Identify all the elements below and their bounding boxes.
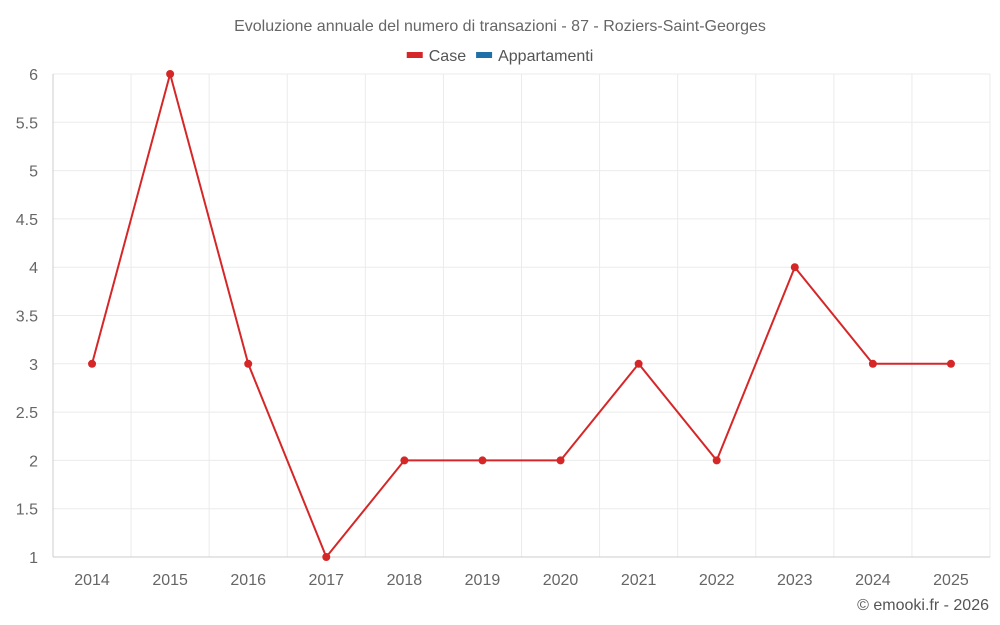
y-tick-label: 3 (29, 357, 38, 374)
data-point[interactable] (556, 456, 565, 465)
data-point[interactable] (322, 553, 331, 561)
x-tick-label: 2020 (543, 572, 579, 589)
data-point[interactable] (712, 456, 721, 465)
data-point[interactable] (244, 359, 253, 368)
y-tick-label: 5.5 (16, 115, 38, 132)
data-point[interactable] (166, 70, 175, 78)
x-tick-label: 2022 (699, 572, 735, 589)
data-point[interactable] (946, 359, 955, 368)
legend-label: Appartamenti (498, 48, 593, 65)
data-point[interactable] (478, 456, 487, 465)
x-tick-label: 2017 (308, 572, 344, 589)
y-tick-label: 1 (29, 550, 38, 567)
series-line-case (91, 73, 951, 558)
legend-item-appartamenti[interactable]: Appartamenti (476, 48, 593, 65)
y-tick-label: 2.5 (16, 405, 38, 422)
y-tick-label: 4 (29, 260, 38, 277)
data-point[interactable] (88, 359, 97, 368)
x-tick-label: 2024 (855, 572, 891, 589)
x-tick-label: 2018 (387, 572, 423, 589)
y-tick-label: 5 (29, 164, 38, 181)
legend-swatch (476, 52, 493, 58)
x-tick-label: 2023 (777, 572, 813, 589)
y-tick-label: 3.5 (16, 309, 38, 326)
data-point[interactable] (400, 456, 409, 465)
data-point[interactable] (790, 263, 799, 272)
legend[interactable]: Case Appartamenti (406, 48, 594, 65)
x-tick-label: 2019 (465, 572, 501, 589)
x-tick-label: 2025 (933, 572, 969, 589)
y-tick-label: 2 (29, 453, 38, 470)
x-tick-label: 2014 (74, 572, 110, 589)
x-tick-label: 2021 (621, 572, 657, 589)
chart-title: Evoluzione annuale del numero di transaz… (234, 18, 766, 35)
legend-label: Case (429, 48, 466, 65)
x-tick-label: 2015 (152, 572, 188, 589)
data-point[interactable] (868, 359, 877, 368)
y-tick-label: 4.5 (16, 212, 38, 229)
x-tick-label: 2016 (230, 572, 266, 589)
legend-item-case[interactable]: Case (406, 48, 466, 65)
y-tick-label: 1.5 (16, 502, 38, 519)
y-tick-label: 6 (29, 67, 38, 84)
grid (52, 73, 991, 557)
axes: 1 1.5 2 2.5 3 3.5 4 4.5 5 5.5 6 2014 2015 2016 2017 201… (16, 67, 990, 589)
credit-text: © emooki.fr - 2026 (857, 597, 989, 614)
data-point[interactable] (634, 359, 643, 368)
series-layer (88, 70, 955, 561)
legend-swatch (406, 52, 423, 58)
